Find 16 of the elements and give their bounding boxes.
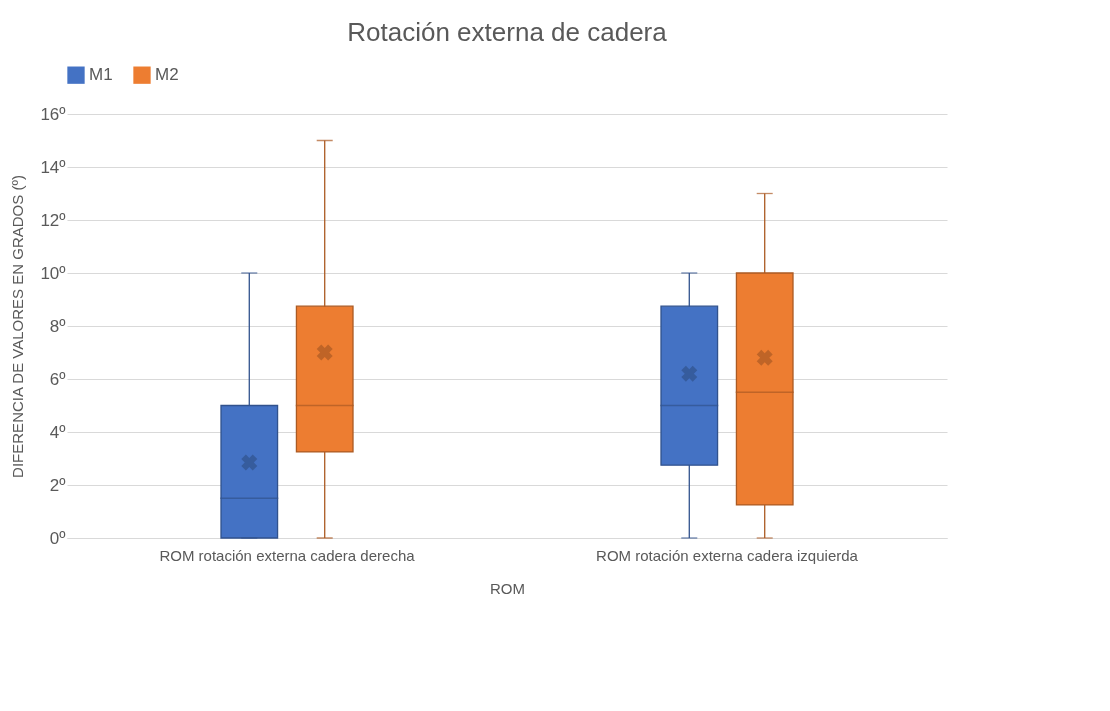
x-axis-title: ROM [490,579,525,597]
legend-label: M1 [89,65,113,85]
y-tick-label: 2º [49,475,66,495]
y-tick-label: 14º [40,157,66,177]
y-tick-label: 4º [49,422,66,442]
y-tick-label: 16º [40,104,66,124]
x-tick-label: ROM rotación externa cadera derecha [159,546,416,564]
y-tick-label: 12º [40,210,66,230]
legend-label: M2 [155,65,179,85]
y-tick-label: 10º [40,263,66,283]
y-tick-label: 0º [49,528,66,548]
y-tick-label: 8º [49,316,66,336]
y-axis-title: DIFERENCIA DE VALORES EN GRADOS (º) [9,175,27,478]
chart-title: Rotación externa de cadera [347,17,668,47]
x-tick-label: ROM rotación externa cadera izquierda [596,546,859,564]
y-tick-label: 6º [49,369,66,389]
